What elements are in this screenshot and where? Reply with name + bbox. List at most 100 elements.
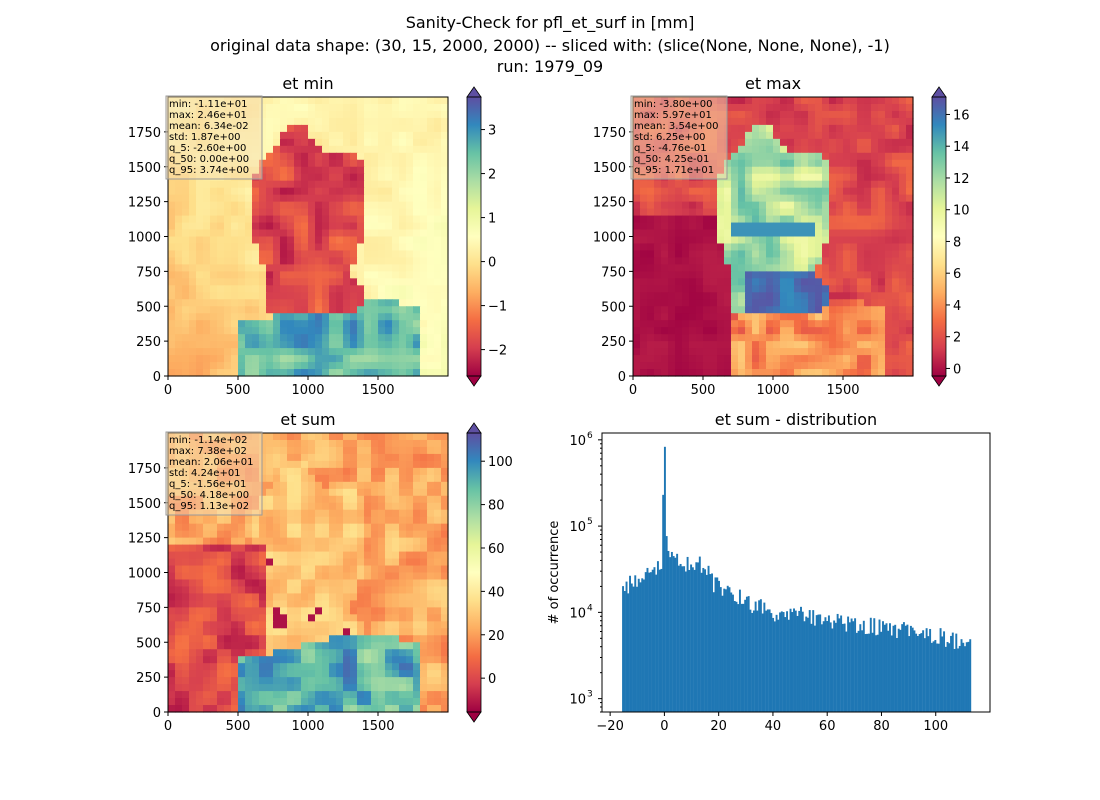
heatmap-cell xyxy=(703,250,711,259)
heatmap-cell xyxy=(189,628,197,636)
heatmap-cell xyxy=(633,201,641,210)
heatmap-cell xyxy=(752,369,760,377)
heatmap-cell xyxy=(420,579,428,588)
heatmap-cell xyxy=(378,474,386,483)
heatmap-cell xyxy=(371,495,379,504)
heatmap-cell xyxy=(731,152,739,161)
heatmap-cell xyxy=(336,201,344,210)
heatmap-cell xyxy=(406,565,414,574)
heatmap-cell xyxy=(413,551,421,560)
heatmap-cell xyxy=(301,257,309,265)
heatmap-cell xyxy=(780,236,788,245)
heatmap-cell xyxy=(654,243,662,252)
heatmap-cell xyxy=(231,299,239,307)
heatmap-cell xyxy=(864,306,872,314)
heatmap-cell xyxy=(385,516,393,525)
heatmap-cell xyxy=(675,313,683,321)
heatmap-cell xyxy=(245,516,253,525)
heatmap-cell xyxy=(773,117,781,126)
heatmap-cell xyxy=(182,530,190,539)
heatmap-cell xyxy=(287,593,295,601)
heatmap-cell xyxy=(899,278,907,286)
heatmap-cell xyxy=(231,292,239,300)
heatmap-cell xyxy=(287,334,295,342)
heatmap-cell xyxy=(350,530,358,539)
heatmap-cell xyxy=(308,551,316,560)
heatmap-cell xyxy=(259,299,267,307)
heatmap-cell xyxy=(399,530,407,539)
heatmap-cell xyxy=(287,187,295,196)
heatmap-cell xyxy=(336,327,344,335)
heatmap-cell xyxy=(878,320,886,328)
heatmap-cell xyxy=(759,299,767,307)
heatmap-cell xyxy=(864,215,872,224)
heatmap-cell xyxy=(822,334,830,342)
heatmap-cell xyxy=(420,271,428,279)
heatmap-cell xyxy=(287,649,295,657)
heatmap-cell xyxy=(238,320,246,328)
heatmap-cell xyxy=(906,334,914,342)
heatmap-cell xyxy=(294,215,302,224)
heatmap-cell xyxy=(385,306,393,314)
heatmap-cell xyxy=(336,481,344,490)
heatmap-cell xyxy=(696,215,704,224)
heatmap-cell xyxy=(238,215,246,224)
heatmap-cell xyxy=(252,558,260,567)
heatmap-cell xyxy=(794,292,802,300)
heatmap-cell xyxy=(273,670,281,678)
heatmap-cell xyxy=(308,446,316,455)
heatmap-cell xyxy=(794,97,802,105)
heatmap-cell xyxy=(245,278,253,286)
heatmap-cell xyxy=(238,264,246,272)
heatmap-cell xyxy=(301,705,309,713)
heatmap-cell xyxy=(378,201,386,210)
heatmap-cell xyxy=(668,285,676,293)
heatmap-cell xyxy=(252,285,260,293)
heatmap-cell xyxy=(780,320,788,328)
heatmap-cell xyxy=(780,257,788,265)
heatmap-cell xyxy=(364,362,372,370)
heatmap-cell xyxy=(385,369,393,377)
heatmap-cell xyxy=(787,201,795,210)
heatmap-cell xyxy=(210,691,218,699)
heatmap-cell xyxy=(794,166,802,175)
heatmap-cell xyxy=(759,145,767,154)
heatmap-cell xyxy=(357,635,365,643)
heatmap-cell xyxy=(266,453,274,462)
heatmap-cell xyxy=(654,180,662,189)
heatmap-cell xyxy=(322,656,330,664)
heatmap-cell xyxy=(217,250,225,259)
heatmap-cell xyxy=(392,355,400,363)
heatmap-cell xyxy=(633,362,641,370)
heatmap-cell xyxy=(850,369,858,377)
heatmap-cell xyxy=(217,544,225,553)
heatmap-cell xyxy=(203,243,211,252)
heatmap-cell xyxy=(322,607,330,615)
heatmap-cell xyxy=(745,103,753,112)
heatmap-cell xyxy=(371,656,379,664)
heatmap-cell xyxy=(843,215,851,224)
heatmap-cell xyxy=(864,243,872,252)
heatmap-cell xyxy=(336,621,344,629)
heatmap-cell xyxy=(413,110,421,119)
heatmap-cell xyxy=(217,621,225,629)
heatmap-cell xyxy=(329,691,337,699)
heatmap-cell xyxy=(794,355,802,363)
heatmap-cell xyxy=(668,299,676,307)
heatmap-cell xyxy=(654,299,662,307)
heatmap-cell xyxy=(406,544,414,553)
heatmap-cell xyxy=(371,264,379,272)
heatmap-cell xyxy=(266,705,274,713)
heatmap-cell xyxy=(343,495,351,504)
heatmap-cell xyxy=(322,544,330,553)
heatmap-cell xyxy=(906,124,914,133)
heatmap-cell xyxy=(350,97,358,105)
heatmap-cell xyxy=(640,327,648,335)
heatmap-cell xyxy=(371,180,379,189)
heatmap-cell xyxy=(168,194,176,203)
heatmap-cell xyxy=(259,628,267,636)
heatmap-cell xyxy=(350,152,358,161)
heatmap-cell xyxy=(350,502,358,511)
heatmap-cell xyxy=(871,257,879,265)
heatmap-cell xyxy=(857,369,865,377)
